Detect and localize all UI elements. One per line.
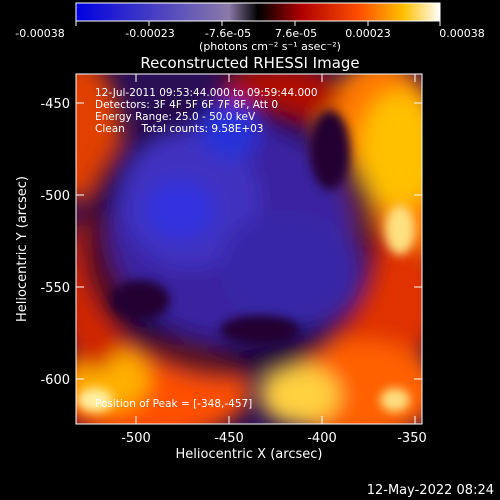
x-tick-label: -350: [397, 431, 427, 446]
x-tick-label: -450: [214, 431, 244, 446]
y-tick-label: -600: [40, 373, 70, 388]
colorbar-tick-label: -7.6e-05: [205, 27, 251, 40]
detectors-text: Detectors: 3F 4F 5F 6F 7F 8F, Att 0: [95, 99, 278, 111]
colorbar-tick-label: 0.00038: [439, 27, 485, 40]
time-range-text: 12-Jul-2011 09:53:44.000 to 09:59:44.000: [95, 87, 318, 99]
colorbar: [75, 2, 441, 22]
y-tick-label: -450: [40, 97, 70, 112]
y-axis-label: Heliocentric Y (arcsec): [15, 176, 30, 322]
rhessi-image: [76, 74, 422, 424]
peak-position-text: Position of Peak = [-348,-457]: [95, 398, 252, 410]
colorbar-ticks: [75, 21, 441, 26]
colorbar-tick-label: 0.00023: [345, 27, 391, 40]
y-tick-labels: -450 -500 -550 -600: [40, 97, 70, 388]
observation-info: 12-Jul-2011 09:53:44.000 to 09:59:44.000…: [95, 87, 318, 135]
timestamp: 12-May-2022 08:24: [367, 483, 494, 498]
y-tick-label: -550: [40, 281, 70, 296]
colorbar-tick-label: -0.00023: [125, 27, 174, 40]
x-tick-label: -500: [121, 431, 151, 446]
colorbar-tick-label: -0.00038: [15, 27, 64, 40]
x-axis-ticks: [135, 74, 416, 424]
x-tick-labels: -500 -450 -400 -350: [121, 431, 427, 446]
clean-counts-text: Clean Total counts: 9.58E+03: [95, 123, 264, 135]
x-tick-label: -400: [307, 431, 337, 446]
x-axis-label: Heliocentric X (arcsec): [176, 447, 323, 462]
plot-title: Reconstructed RHESSI Image: [140, 54, 359, 72]
energy-range-text: Energy Range: 25.0 - 50.0 keV: [95, 111, 256, 123]
colorbar-tick-label: 7.6e-05: [275, 27, 317, 40]
y-tick-label: -500: [40, 189, 70, 204]
colorbar-tick-labels: -0.00038 -0.00023 -7.6e-05 7.6e-05 0.000…: [15, 27, 484, 40]
y-axis-ticks: [76, 102, 422, 380]
colorbar-unit-label: (photons cm⁻² s⁻¹ asec⁻²): [199, 40, 341, 53]
plot-frame: [75, 73, 423, 425]
